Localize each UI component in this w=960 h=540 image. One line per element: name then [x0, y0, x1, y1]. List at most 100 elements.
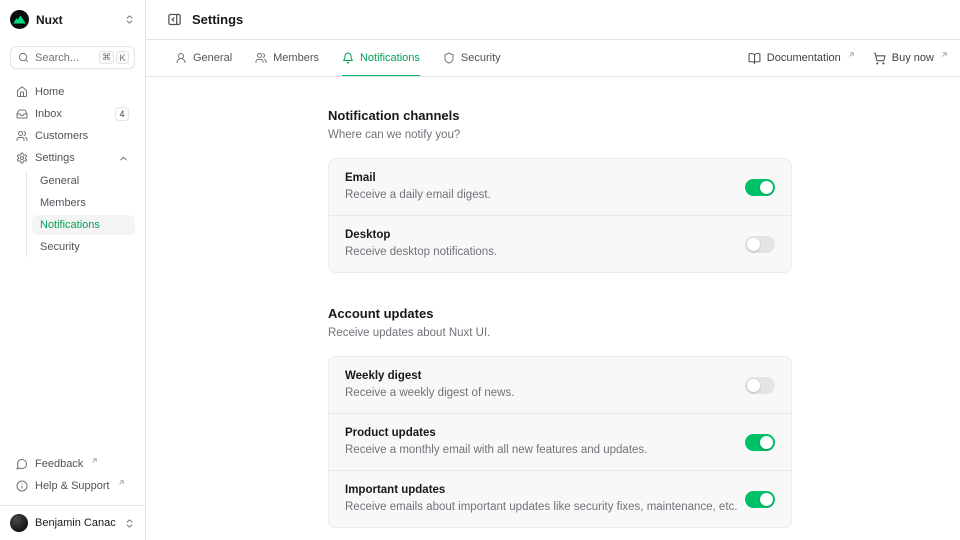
sidebar-item-label: Settings — [35, 152, 75, 164]
tab-security[interactable]: Security — [443, 40, 501, 76]
page-title: Settings — [192, 12, 244, 27]
book-open-icon — [748, 52, 761, 65]
setting-description: Receive a monthly email with all new fea… — [345, 444, 648, 456]
nuxt-logo — [10, 10, 29, 29]
gear-icon — [16, 152, 28, 164]
sub-item-label: Notifications — [40, 219, 100, 231]
setting-title: Email — [345, 172, 376, 184]
feedback-label: Feedback — [35, 458, 84, 470]
section-subtitle: Where can we notify you? — [328, 129, 461, 141]
user-name: Benjamin Canac — [35, 517, 116, 529]
product-updates-toggle[interactable] — [745, 433, 775, 451]
setting-row-important-updates: Important updates Receive emails about i… — [329, 471, 791, 527]
section-title: Notification channels — [328, 108, 460, 123]
shopping-cart-icon — [873, 52, 886, 65]
desktop-toggle[interactable] — [745, 235, 775, 253]
toggle-knob — [760, 492, 773, 506]
house-icon — [16, 86, 28, 98]
setting-description: Receive a daily email digest. — [345, 189, 491, 201]
workspace-name: Nuxt — [36, 12, 63, 27]
inbox-count-badge: 4 — [115, 107, 129, 121]
external-link-icon — [848, 51, 855, 58]
email-toggle[interactable] — [745, 178, 775, 196]
weekly-digest-toggle[interactable] — [745, 376, 775, 394]
setting-description: Receive a weekly digest of news. — [345, 387, 515, 399]
sidebar-footer: Feedback Help & Support — [0, 451, 145, 505]
setting-row-product-updates: Product updates Receive a monthly email … — [329, 414, 791, 471]
sub-item-label: General — [40, 175, 80, 187]
important-updates-toggle[interactable] — [745, 490, 775, 508]
sidebar-spacer — [0, 261, 145, 451]
sidebar: Nuxt Search... ⌘ K Home — [0, 0, 146, 540]
chevrons-up-down-icon — [124, 14, 135, 25]
sidebar-item-settings[interactable]: Settings — [10, 147, 135, 169]
buy-now-link[interactable]: Buy now — [873, 51, 948, 65]
buy-now-label: Buy now — [891, 52, 934, 64]
toggle-knob — [760, 435, 773, 449]
settings-card: Email Receive a daily email digest. Desk… — [328, 158, 792, 273]
sub-item-label: Members — [40, 197, 86, 209]
settings-content: Notification channels Where can we notif… — [146, 77, 960, 540]
inbox-icon — [16, 108, 28, 120]
section-notification-channels: Notification channels Where can we notif… — [328, 108, 792, 273]
sidebar-item-notifications[interactable]: Notifications — [32, 215, 135, 235]
tab-label: Members — [273, 52, 319, 64]
external-link-icon — [91, 457, 98, 464]
user-menu[interactable]: Benjamin Canac — [0, 505, 145, 540]
feedback-link[interactable]: Feedback — [10, 453, 135, 475]
chevrons-up-down-icon — [124, 518, 135, 529]
chevron-up-icon — [118, 153, 129, 164]
setting-description: Receive desktop notifications. — [345, 246, 498, 258]
sidebar-item-security[interactable]: Security — [32, 237, 135, 257]
documentation-label: Documentation — [766, 52, 841, 64]
setting-title: Important updates — [345, 484, 446, 496]
sidebar-item-label: Customers — [35, 130, 89, 142]
setting-title: Product updates — [345, 427, 436, 439]
avatar — [10, 514, 28, 532]
sidebar-item-general[interactable]: General — [32, 171, 135, 191]
setting-title: Weekly digest — [345, 370, 422, 382]
toggle-knob — [747, 378, 760, 392]
toggle-knob — [760, 180, 773, 194]
sidebar-item-customers[interactable]: Customers — [10, 125, 135, 147]
sidebar-item-members[interactable]: Members — [32, 193, 135, 213]
search-input[interactable]: Search... ⌘ K — [10, 46, 135, 69]
navbar: Settings — [146, 0, 960, 40]
search-shortcut: ⌘ K — [99, 51, 129, 64]
user-icon — [175, 52, 187, 64]
sidebar-item-label: Inbox — [35, 108, 62, 120]
tab-label: Notifications — [359, 52, 420, 64]
tab-label: Security — [460, 52, 501, 64]
search-placeholder: Search... — [35, 51, 80, 64]
search-icon — [18, 52, 29, 63]
users-icon — [16, 130, 28, 142]
tabbar: General Members Notifications — [146, 40, 960, 77]
help-support-link[interactable]: Help & Support — [10, 475, 135, 497]
tab-notifications[interactable]: Notifications — [341, 40, 420, 76]
workspace-selector[interactable]: Nuxt — [0, 0, 145, 37]
sidebar-item-label: Home — [35, 86, 65, 98]
tab-general[interactable]: General — [175, 40, 232, 76]
tabs: General Members Notifications — [175, 40, 501, 76]
tab-label: General — [193, 52, 233, 64]
setting-title: Desktop — [345, 229, 391, 241]
external-link-icon — [941, 51, 948, 58]
panel-left-close-icon[interactable] — [167, 12, 182, 27]
info-circle-icon — [16, 480, 28, 492]
bell-icon — [342, 52, 354, 64]
sidebar-item-home[interactable]: Home — [10, 81, 135, 103]
toggle-knob — [747, 237, 760, 251]
tabbar-links: Documentation Buy now — [748, 40, 948, 76]
tab-members[interactable]: Members — [255, 40, 319, 76]
setting-description: Receive emails about important updates l… — [345, 501, 738, 513]
settings-subtree: General Members Notifications Security — [26, 171, 135, 257]
external-link-icon — [118, 479, 125, 486]
sidebar-item-inbox[interactable]: Inbox 4 — [10, 103, 135, 125]
setting-row-desktop: Desktop Receive desktop notifications. — [329, 216, 791, 272]
help-support-label: Help & Support — [35, 480, 110, 492]
documentation-link[interactable]: Documentation — [748, 51, 855, 65]
section-account-updates: Account updates Receive updates about Nu… — [328, 306, 792, 528]
setting-row-weekly-digest: Weekly digest Receive a weekly digest of… — [329, 357, 791, 414]
users-icon — [255, 52, 267, 64]
